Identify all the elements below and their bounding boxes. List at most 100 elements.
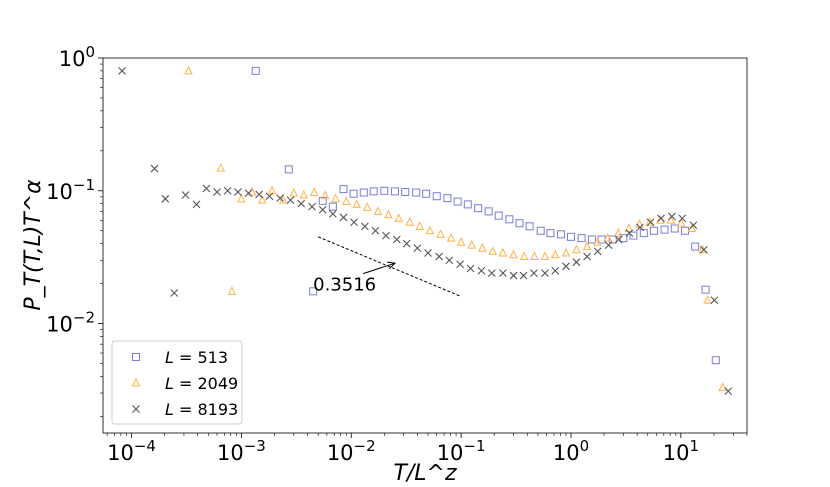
data-point (284, 165, 293, 174)
data-point (484, 207, 493, 216)
data-point (309, 187, 319, 197)
data-point (711, 356, 720, 365)
data-point (213, 188, 221, 196)
data-point (650, 226, 659, 235)
data-point (689, 221, 698, 230)
data-point (328, 210, 337, 218)
data-point (530, 269, 538, 277)
series-8193 (118, 66, 733, 396)
reference-slope-line (317, 236, 462, 297)
data-point (435, 252, 443, 261)
data-point (540, 251, 550, 261)
series-2049 (184, 65, 727, 392)
data-point (328, 202, 337, 211)
data-point (184, 65, 193, 75)
data-point (519, 271, 528, 280)
data-point (363, 202, 372, 211)
legend-item-513: L = 513 (132, 348, 228, 367)
legend-item-8193: L = 8193 (132, 400, 238, 419)
data-point (318, 205, 327, 214)
data-point (625, 229, 634, 238)
data-point (234, 188, 242, 196)
data-point (118, 66, 126, 75)
legend-label: L = 513 (165, 348, 228, 367)
data-point (587, 235, 596, 244)
data-point (373, 206, 383, 215)
data-point (562, 262, 570, 271)
data-point (192, 200, 201, 209)
x-tick-label: 10−4 (107, 437, 156, 465)
data-point (614, 235, 623, 244)
data-point (699, 245, 708, 254)
y-tick-label: 100 (59, 43, 95, 71)
data-point (494, 211, 503, 220)
data-point (536, 226, 545, 235)
data-point (237, 193, 246, 203)
data-point (467, 239, 477, 249)
data-point (223, 186, 232, 195)
data-point (566, 232, 575, 241)
data-point (371, 226, 380, 235)
data-point (289, 188, 299, 197)
data-point (380, 186, 389, 195)
data-point (392, 235, 401, 244)
data-point (541, 269, 549, 277)
data-point (572, 258, 581, 267)
data-point (202, 184, 211, 193)
x-tick-label: 10−1 (437, 437, 486, 465)
data-point (509, 249, 518, 259)
data-point (413, 244, 422, 253)
data-point (463, 200, 472, 209)
data-point (216, 163, 226, 172)
data-point (614, 228, 623, 237)
data-point (603, 233, 613, 242)
annotation-arrow (363, 262, 396, 275)
y-tick-label: 10−2 (46, 309, 95, 337)
data-point (309, 287, 318, 296)
data-point (382, 231, 390, 240)
data-point (488, 246, 498, 255)
data-point (405, 217, 414, 226)
data-point (636, 223, 644, 232)
data-point (477, 266, 486, 275)
legend-items: L = 513 L = 2049 L = 8193 (131, 348, 238, 419)
data-point (255, 190, 264, 199)
data-point (505, 215, 514, 224)
data-point (453, 197, 462, 206)
data-point (425, 225, 435, 235)
data-point (703, 295, 712, 304)
data-point (349, 189, 358, 198)
data-point (170, 289, 179, 297)
data-point (509, 271, 518, 280)
data-point (320, 190, 330, 200)
data-point (181, 191, 190, 199)
data-point (244, 189, 253, 198)
legend-label: L = 2049 (165, 374, 238, 393)
data-point (466, 264, 475, 273)
data-point (582, 241, 592, 251)
data-point (286, 196, 295, 205)
data-point (265, 192, 274, 201)
data-point (443, 194, 452, 203)
data-point (608, 235, 617, 244)
data-point (456, 260, 465, 269)
data-point (561, 247, 571, 257)
data-point (401, 187, 410, 196)
y-tick-label: 10−1 (46, 176, 95, 204)
data-point (515, 219, 524, 228)
legend-box (111, 340, 243, 425)
x-axis: 10−4 10−3 10−2 10−1 100 101 (106, 433, 748, 465)
data-point (308, 202, 316, 211)
data-point (593, 237, 602, 246)
data-point (660, 225, 669, 234)
data-point (577, 234, 586, 243)
legend-marker (131, 377, 141, 387)
data-point (629, 231, 638, 240)
data-point (499, 269, 507, 277)
data-point (339, 213, 348, 222)
data-point (297, 199, 306, 208)
data-point (227, 286, 237, 295)
data-point (678, 214, 687, 223)
data-point (339, 185, 348, 194)
data-point (394, 213, 403, 222)
